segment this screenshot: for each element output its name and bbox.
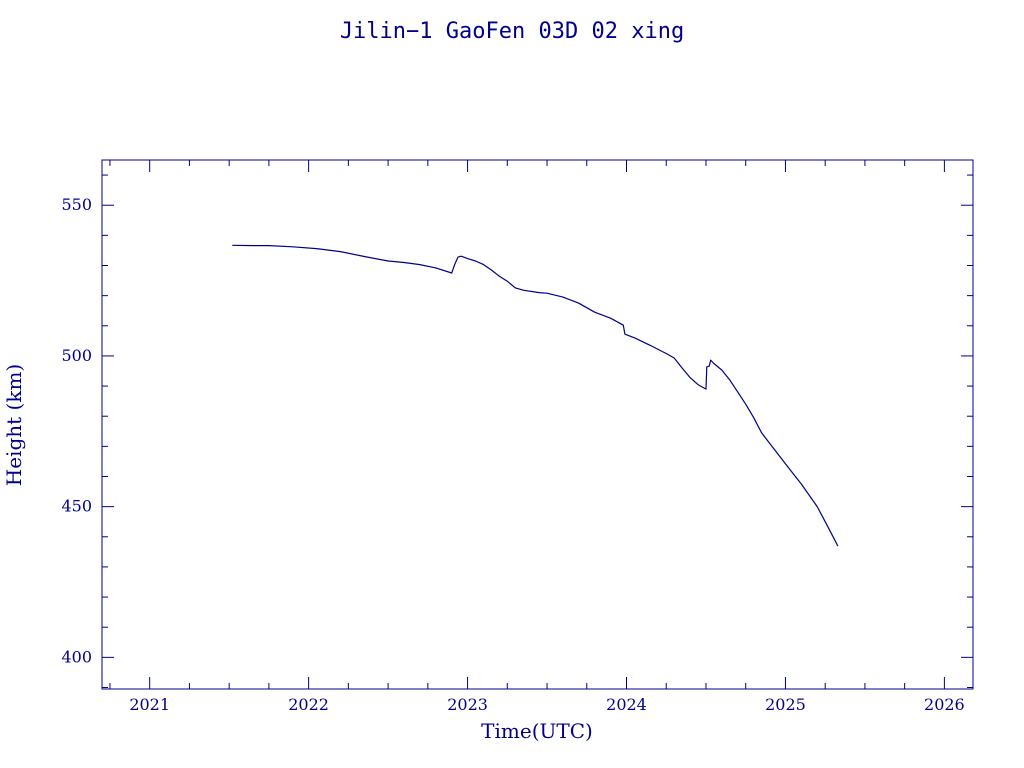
- x-axis-label: Time(UTC): [481, 719, 593, 743]
- x-tick-label: 2024: [606, 695, 647, 714]
- y-tick-label: 400: [61, 647, 92, 666]
- x-tick-label: 2025: [765, 695, 806, 714]
- plot-frame: [101, 159, 974, 690]
- x-tick-label: 2023: [447, 695, 488, 714]
- axis-tick-labels: 2021 2022 2023 2024 2025 2026 400 450 500 550: [61, 195, 964, 714]
- series-layer: [232, 244, 839, 547]
- x-tick-label: 2021: [129, 695, 170, 714]
- y-tick-label: 500: [61, 346, 92, 365]
- y-tick-label: 550: [61, 195, 92, 214]
- chart-title: Jilin−1 GaoFen 03D 02 xing: [340, 19, 684, 44]
- axis-ticks: [102, 160, 973, 689]
- series-line-0: [232, 244, 839, 547]
- y-tick-label: 450: [61, 497, 92, 516]
- x-tick-label: 2022: [288, 695, 329, 714]
- x-tick-label: 2026: [924, 695, 965, 714]
- y-axis-label: Height (km): [2, 364, 26, 486]
